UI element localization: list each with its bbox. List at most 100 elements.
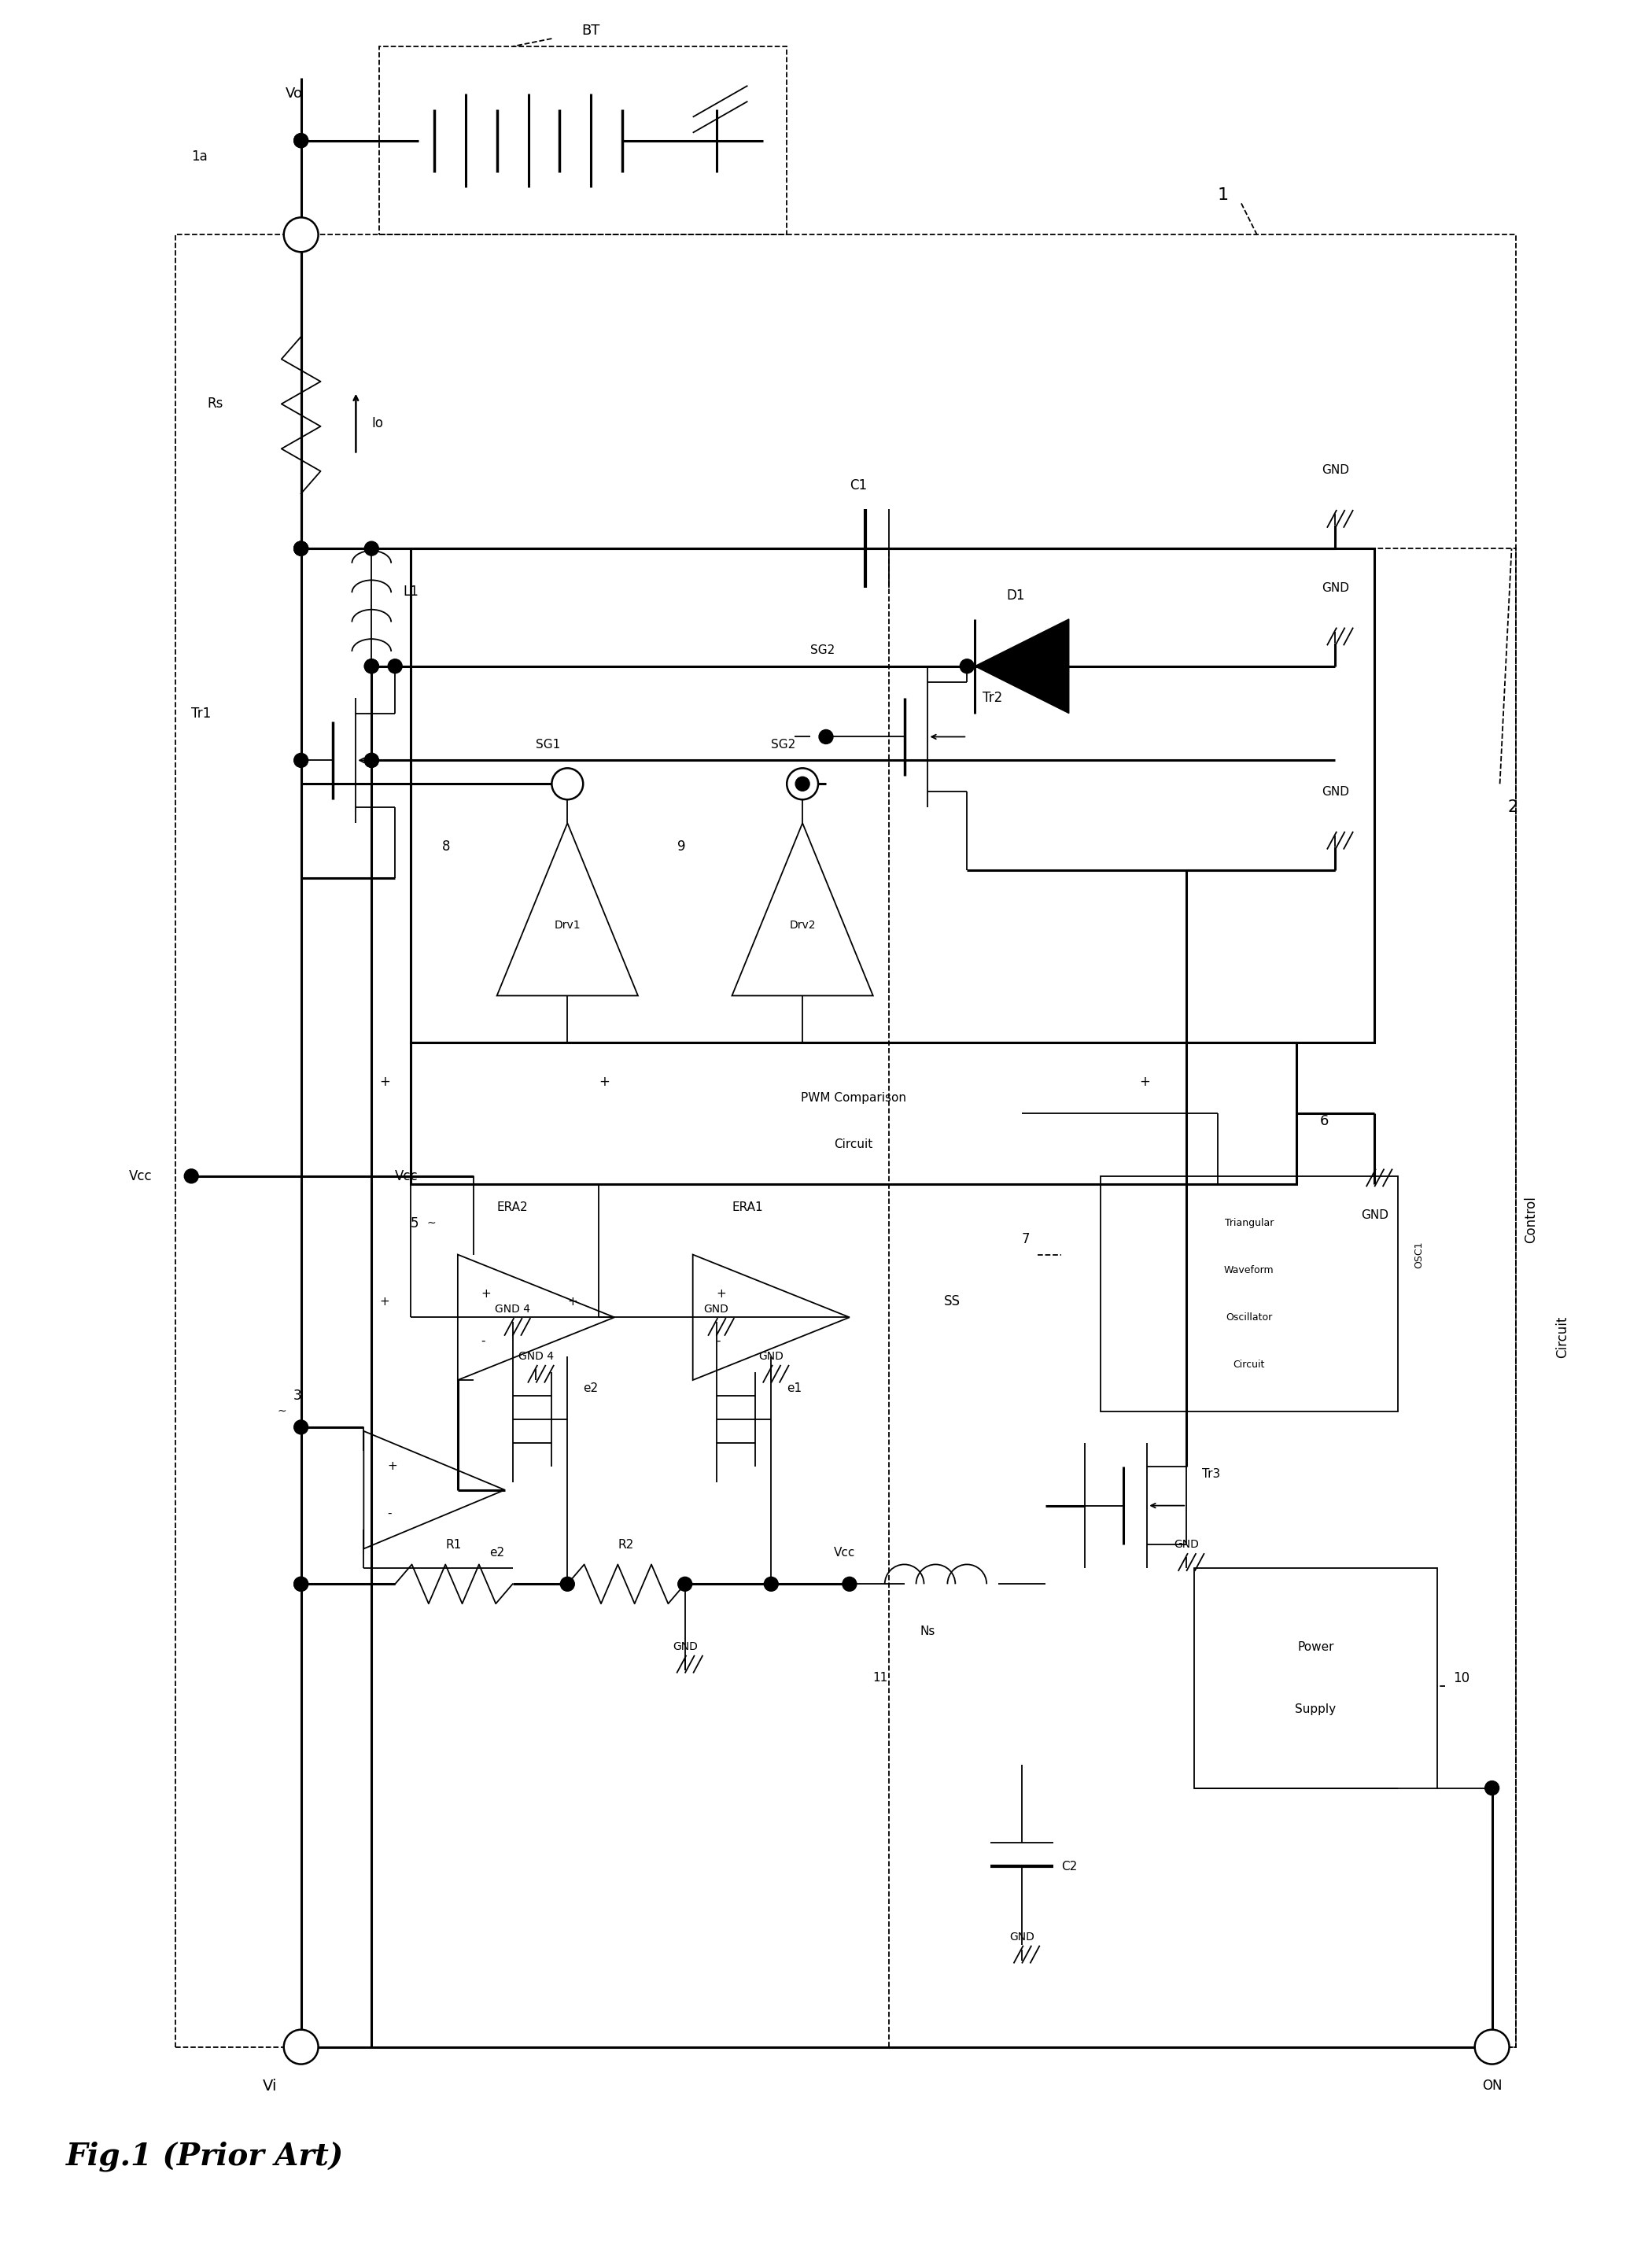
Text: +: + — [481, 1287, 491, 1301]
Text: e2: e2 — [489, 1547, 504, 1559]
Text: Io: Io — [372, 416, 383, 430]
Text: Drv1: Drv1 — [553, 921, 580, 930]
Polygon shape — [975, 620, 1069, 713]
Text: Supply: Supply — [1295, 1703, 1336, 1715]
Circle shape — [365, 658, 378, 674]
Text: 5: 5 — [411, 1217, 420, 1231]
Text: 7: 7 — [1023, 1233, 1031, 1246]
Text: Vi: Vi — [263, 2079, 278, 2095]
Text: Vcc: Vcc — [834, 1547, 856, 1559]
Text: 10: 10 — [1452, 1672, 1470, 1685]
Text: SG1: SG1 — [537, 740, 560, 751]
Circle shape — [560, 1577, 575, 1590]
Circle shape — [284, 217, 319, 251]
Circle shape — [365, 658, 378, 674]
Text: 1: 1 — [1218, 188, 1229, 204]
Text: +: + — [380, 1296, 390, 1307]
Bar — [1194, 1568, 1437, 1787]
Text: GND: GND — [1361, 1210, 1388, 1221]
Text: GND: GND — [704, 1303, 729, 1314]
Circle shape — [294, 1577, 307, 1590]
Text: ON: ON — [1482, 2079, 1502, 2092]
Text: Fig.1 (Prior Art): Fig.1 (Prior Art) — [66, 2142, 344, 2172]
Text: ~: ~ — [278, 1407, 287, 1416]
Text: e2: e2 — [583, 1382, 598, 1393]
Text: ~: ~ — [426, 1217, 436, 1228]
Text: 8: 8 — [443, 839, 451, 853]
Circle shape — [294, 541, 307, 556]
Text: GND: GND — [1322, 581, 1350, 593]
Circle shape — [365, 541, 378, 556]
Circle shape — [294, 133, 307, 147]
Text: OSC1: OSC1 — [1414, 1242, 1424, 1269]
Text: e1: e1 — [786, 1382, 801, 1393]
Circle shape — [365, 753, 378, 767]
Text: ERA1: ERA1 — [732, 1201, 763, 1212]
Text: PWM Comparison: PWM Comparison — [801, 1093, 907, 1104]
Text: +: + — [380, 1074, 390, 1088]
Text: GND: GND — [672, 1642, 697, 1651]
Circle shape — [294, 541, 307, 556]
Text: -: - — [717, 1335, 720, 1346]
Circle shape — [960, 658, 975, 674]
Bar — [411, 547, 1374, 1043]
Text: D1: D1 — [1006, 588, 1024, 602]
Circle shape — [294, 133, 307, 147]
Circle shape — [552, 769, 583, 798]
Text: SS: SS — [943, 1294, 960, 1310]
Text: GND: GND — [1175, 1540, 1199, 1549]
Text: GND: GND — [758, 1350, 783, 1362]
Text: +: + — [1140, 1074, 1150, 1088]
Text: Vcc: Vcc — [395, 1169, 418, 1183]
Circle shape — [786, 769, 818, 798]
Text: 9: 9 — [677, 839, 686, 853]
Text: SG2: SG2 — [771, 740, 796, 751]
Text: Tr2: Tr2 — [983, 690, 1003, 706]
Bar — [1100, 1176, 1398, 1411]
Circle shape — [765, 1577, 778, 1590]
Text: -: - — [387, 1506, 392, 1520]
Text: Ns: Ns — [920, 1624, 935, 1638]
Text: L1: L1 — [403, 584, 418, 599]
Text: 11: 11 — [872, 1672, 889, 1685]
Circle shape — [819, 731, 833, 744]
Circle shape — [185, 1169, 198, 1183]
Text: GND: GND — [1009, 1932, 1034, 1943]
Text: Vo: Vo — [286, 86, 302, 100]
Text: R2: R2 — [618, 1538, 634, 1552]
Circle shape — [365, 753, 378, 767]
Text: Circuit: Circuit — [1234, 1359, 1265, 1369]
Circle shape — [294, 541, 307, 556]
Text: Tr3: Tr3 — [1203, 1468, 1221, 1479]
Text: Drv2: Drv2 — [790, 921, 816, 930]
Text: -: - — [481, 1335, 486, 1346]
Circle shape — [294, 753, 307, 767]
Text: Waveform: Waveform — [1224, 1264, 1274, 1276]
Text: 1a: 1a — [192, 149, 208, 163]
Text: +: + — [387, 1461, 396, 1473]
Text: Triangular: Triangular — [1224, 1217, 1274, 1228]
Text: Tr1: Tr1 — [192, 706, 211, 719]
Circle shape — [1475, 2029, 1510, 2065]
Circle shape — [677, 1577, 692, 1590]
Text: BT: BT — [582, 23, 600, 38]
Text: +: + — [567, 1296, 578, 1307]
Text: ERA2: ERA2 — [497, 1201, 529, 1212]
Text: Circuit: Circuit — [834, 1138, 872, 1151]
Circle shape — [294, 1577, 307, 1590]
Text: C1: C1 — [849, 480, 867, 493]
Text: C2: C2 — [1061, 1862, 1077, 1873]
Text: SG2: SG2 — [811, 645, 834, 656]
Text: 3: 3 — [292, 1389, 302, 1402]
Bar — [411, 1043, 1297, 1183]
Text: Circuit: Circuit — [1556, 1316, 1569, 1357]
Text: Vcc: Vcc — [129, 1169, 152, 1183]
Text: GND 4: GND 4 — [496, 1303, 530, 1314]
Text: Rs: Rs — [206, 396, 223, 409]
Circle shape — [796, 776, 809, 792]
Text: GND 4: GND 4 — [519, 1350, 553, 1362]
Text: R1: R1 — [446, 1538, 463, 1552]
Circle shape — [294, 1421, 307, 1434]
Text: +: + — [717, 1287, 727, 1301]
Text: Control: Control — [1525, 1197, 1538, 1242]
